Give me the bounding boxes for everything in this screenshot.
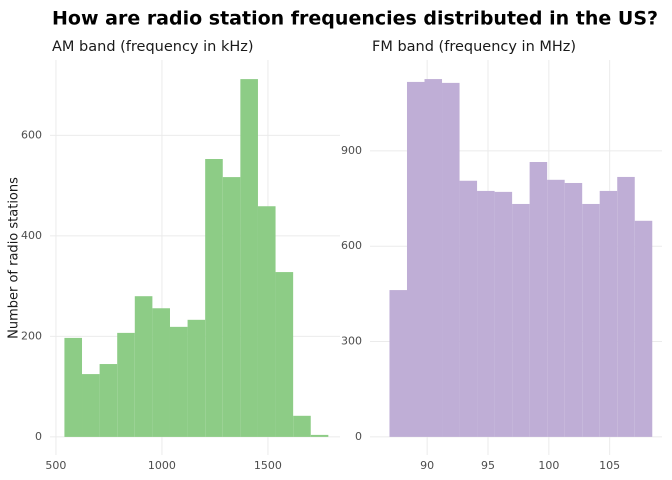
bar xyxy=(64,337,83,437)
y-tick-label: 600 xyxy=(341,239,362,252)
x-tick-label: 500 xyxy=(45,459,66,472)
bar xyxy=(582,203,600,437)
bar xyxy=(512,203,530,437)
y-tick-label: 300 xyxy=(341,335,362,348)
bar xyxy=(205,159,223,437)
y-tick-label: 0 xyxy=(35,430,42,443)
y-tick-label: 400 xyxy=(21,229,42,242)
bar xyxy=(310,434,329,437)
bar xyxy=(634,220,653,437)
bar xyxy=(152,308,170,437)
bar xyxy=(477,190,495,437)
panel-subtitle: FM band (frequency in MHz) xyxy=(372,39,576,55)
bar xyxy=(117,332,135,437)
bar xyxy=(169,326,188,437)
chart-title: How are radio station frequencies distri… xyxy=(52,8,658,30)
bar xyxy=(599,190,618,437)
panel-subtitle: AM band (frequency in kHz) xyxy=(52,39,254,55)
bar xyxy=(564,182,583,437)
bar xyxy=(494,191,513,437)
x-tick-label: 1500 xyxy=(254,459,282,472)
bar xyxy=(134,296,153,437)
x-tick-label: 1000 xyxy=(148,459,176,472)
bar xyxy=(222,177,241,437)
bar xyxy=(442,82,460,437)
x-tick-label: 95 xyxy=(481,459,495,472)
y-tick-label: 0 xyxy=(355,430,362,443)
bar xyxy=(459,180,478,437)
bar xyxy=(187,319,206,437)
bar xyxy=(293,415,311,437)
x-tick-label: 105 xyxy=(599,459,620,472)
y-tick-label: 600 xyxy=(21,128,42,141)
bar xyxy=(424,79,443,437)
y-tick-label: 900 xyxy=(341,144,362,157)
y-tick-label: 200 xyxy=(21,329,42,342)
bar xyxy=(275,272,294,437)
x-tick-label: 90 xyxy=(420,459,434,472)
bar xyxy=(240,79,258,437)
y-axis-label: Number of radio stations xyxy=(7,177,22,339)
bar xyxy=(406,81,425,437)
bar xyxy=(617,176,635,437)
bar xyxy=(82,374,100,437)
bar xyxy=(547,179,565,437)
bar xyxy=(529,162,548,437)
bar xyxy=(389,290,407,437)
bar xyxy=(257,206,276,437)
x-tick-label: 100 xyxy=(538,459,559,472)
bar xyxy=(99,364,118,437)
